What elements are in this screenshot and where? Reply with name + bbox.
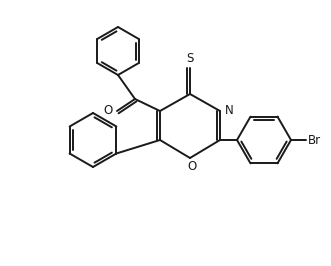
Text: Br: Br: [307, 134, 320, 147]
Text: O: O: [187, 160, 197, 173]
Text: S: S: [186, 52, 194, 65]
Text: N: N: [225, 105, 233, 118]
Text: O: O: [103, 105, 113, 118]
